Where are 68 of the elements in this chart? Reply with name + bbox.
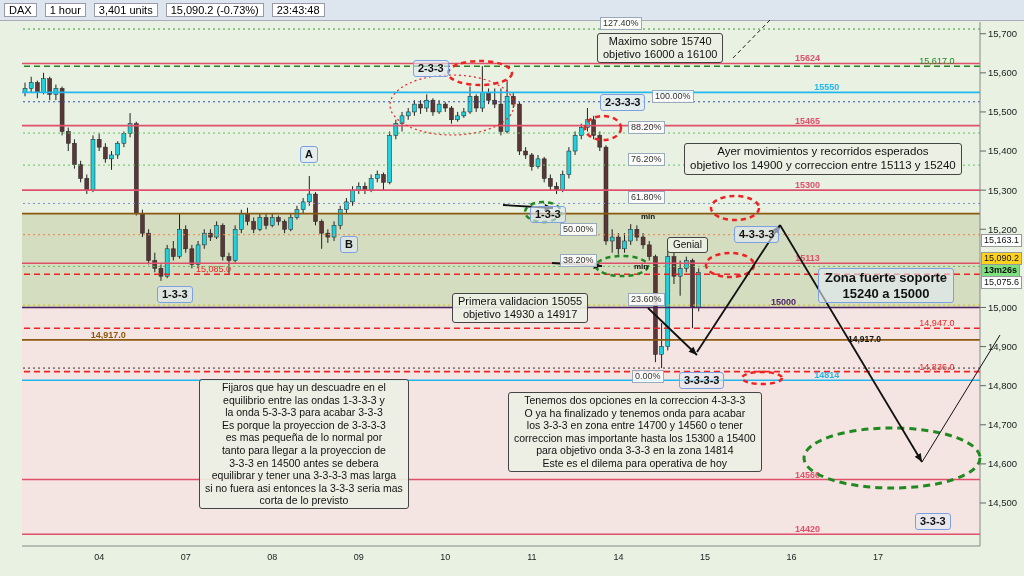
x-tick-label: 08 (267, 552, 278, 563)
text: 1 hour (44, 3, 86, 17)
annotation: 2-3-3-3 (600, 94, 646, 112)
annotation: 3-3-3-3 (679, 372, 725, 390)
chart-title: DAX (4, 3, 37, 17)
x-tick-label: 09 (353, 552, 364, 563)
y-tick-label: 14,500 (988, 497, 1018, 509)
annotation: 127.40% (600, 17, 642, 30)
x-tick-label: 15 (699, 552, 710, 563)
annotation: Maximo sobre 15740 objetivo 16000 a 16100 (597, 33, 724, 64)
ref-line-label: 15465 (795, 115, 821, 126)
annotation: 1-3-3 (530, 206, 566, 224)
annotation: 0.00% (632, 370, 664, 383)
y-tick-label: 14,800 (988, 380, 1018, 392)
x-tick-label: 07 (180, 552, 191, 563)
y-tick-label: 15,200 (988, 223, 1018, 235)
text: 13m26s (981, 264, 1021, 277)
y-tick-label: 14,700 (988, 419, 1018, 431)
ref-line-label: 14,947.0 (919, 318, 955, 329)
ref-line-label: 15,085.0 (196, 264, 232, 275)
y-tick-label: 15,600 (988, 67, 1018, 79)
y-tick-label: 15,300 (988, 184, 1018, 196)
ref-line-label: 14420 (795, 524, 821, 535)
annotation: 61.80% (628, 191, 665, 205)
annotation: B (340, 236, 358, 254)
text: 3,401 units (93, 3, 158, 17)
x-tick-label: 04 (94, 552, 105, 563)
annotation: 4-3-3-3 (734, 226, 780, 244)
text: 15,075.6 (981, 276, 1023, 289)
ref-line-label: 14,836.0 (919, 361, 955, 372)
x-tick-label: 11 (527, 552, 537, 563)
annotation: Genial (667, 237, 708, 253)
y-tick-label: 15,700 (988, 28, 1018, 40)
annotation: A (300, 146, 318, 164)
y-tick-label: 15,000 (988, 301, 1018, 313)
annotation: Primera validacion 15055 objetivo 14930 a 14917 (452, 293, 589, 324)
annotation: 76.20% (628, 153, 665, 166)
annotation: 1-3-3 (157, 286, 193, 304)
x-tick-label: 17 (873, 552, 884, 563)
annotation: min (634, 262, 649, 272)
annotation: 2-3-3 (413, 60, 449, 78)
text: Fijaros que hay un descuadre en el equilibrio entre las ondas 1-3-3-3 y la onda 5-3-3-3 para acabar 3-3-3 Es porque la proyeccion de 3-3-3-3 es mas pequeña de lo normal por tanto para llegar a la proyeccion de 3-3-3 en 14500 antes se debera equilibrar y tener una 3-3-3-3 mas larga si no fuera asi entonces la 3-3-3 seria mas corta de lo previsto (205, 381, 403, 507)
y-tick-label: 15,400 (988, 145, 1018, 157)
annotation: 3-3-3 (915, 513, 951, 531)
text: 15,163.1 (981, 234, 1023, 247)
annotation: Tenemos dos opciones en la correccion 4-3-3-3 O ya ha finalizado y tenemos onda para acabar los 3-3-3 en zona entre 14700 y 14560 o tener correccion mas importante hasta los 15300 a 15400 para objetivo onda 3-3-3 en la zona 14814 Este es el dilema para operativa de hoy (508, 392, 762, 472)
y-tick-label: 15,500 (988, 106, 1018, 118)
text: 23:43:48 (271, 3, 325, 17)
annotation: 50.00% (560, 222, 597, 236)
annotation: min (641, 212, 656, 222)
ref-line-label: 15000 (771, 297, 797, 308)
annotation: 38.20% (560, 254, 597, 268)
x-tick-label: 16 (786, 552, 797, 563)
annotation: 23.60% (628, 293, 665, 306)
ref-line-label: 15550 (814, 82, 840, 93)
x-tick-label: 14 (613, 552, 624, 563)
ref-line-label: 14,917.0 (90, 329, 126, 340)
ref-line-label: 15300 (795, 180, 821, 191)
ref-line-label: 15624 (795, 53, 821, 64)
x-tick-label: 10 (440, 552, 451, 563)
annotation: 100.00% (652, 89, 694, 103)
ref-line-label: 14814 (814, 370, 840, 381)
annotation: Ayer movimientos y recorridos esperados objetivo los 14900 y correccion entre 15113 y 15240 (684, 143, 962, 175)
annotation: 88.20% (628, 121, 665, 134)
text: 15,090.2 (981, 252, 1023, 265)
annotation: Zona fuerte soporte 15240 a 15000 (818, 268, 954, 304)
y-tick-label: 14,600 (988, 458, 1018, 470)
text: 15,090.2 (-0.73%) (165, 3, 264, 17)
